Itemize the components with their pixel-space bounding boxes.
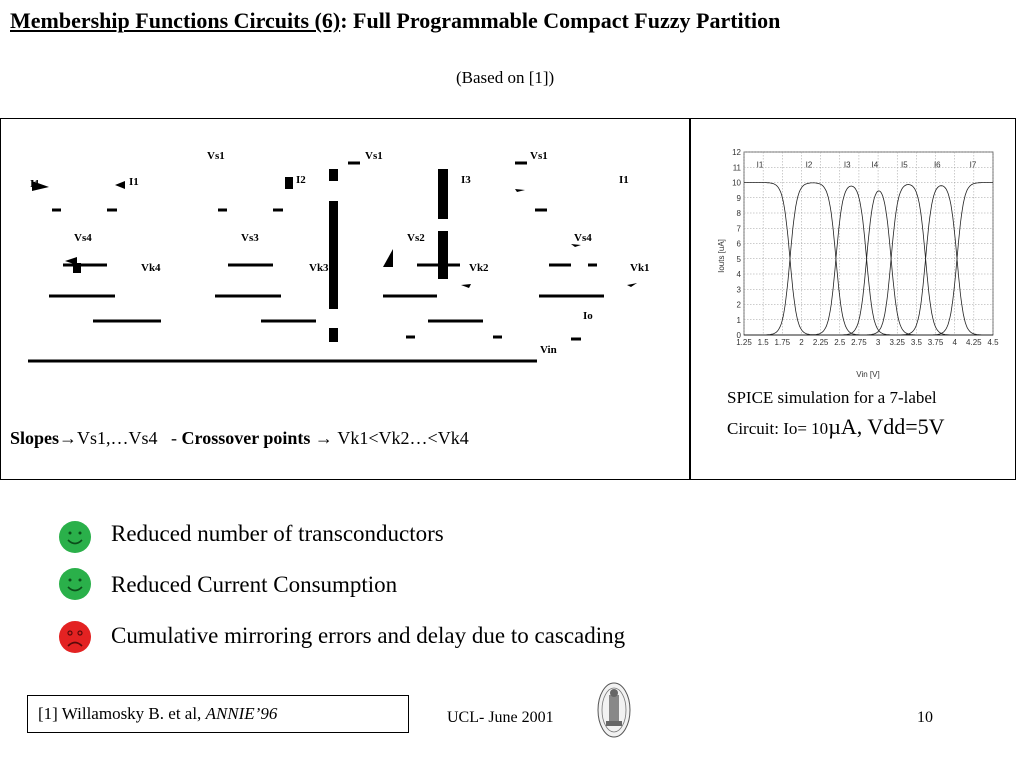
y-tick-label: 3 <box>737 285 742 294</box>
plot-ticks: 1.25 1.5 1.75 2 2.25 2.5 2.75 3 3.25 3.5 3.75 4 4.25… <box>732 148 999 347</box>
label-vs1-c: Vs1 <box>530 150 548 162</box>
label-i1-far: I1 <box>619 174 629 186</box>
y-tick-label: 4 <box>737 270 742 279</box>
title-underlined: Membership Functions Circuits (6) <box>10 8 341 33</box>
circuit-labels: Vs1 Vs1 Vs1 I1 I1 I2 I3 I1 Vs4 Vs3 Vs2 V… <box>30 150 650 356</box>
circuit-schematic: Vs1 Vs1 Vs1 I1 I1 I2 I3 I1 Vs4 Vs3 Vs2 V… <box>28 150 650 363</box>
circuit-wires <box>28 161 604 363</box>
y-tick-label: 12 <box>732 148 741 157</box>
x-tick-label: 3.75 <box>928 338 944 347</box>
label-vk4: Vk4 <box>141 262 161 274</box>
simulation-conditions: Circuit: Io= 10µA, Vdd=5V <box>727 414 945 440</box>
x-axis-label: Vin [V] <box>856 370 879 379</box>
series-label: I3 <box>844 160 851 169</box>
y-tick-label: 6 <box>737 240 742 249</box>
y-tick-label: 8 <box>737 209 742 218</box>
x-tick-label: 4.5 <box>987 338 999 347</box>
label-vs3: Vs3 <box>241 232 259 244</box>
label-vs1-a: Vs1 <box>207 150 225 162</box>
label-vk1: Vk1 <box>630 262 650 274</box>
y-tick-label: 7 <box>737 224 742 233</box>
x-tick-label: 2.5 <box>834 338 846 347</box>
slopes-label: Slopes <box>10 428 60 448</box>
label-i1-right: I1 <box>129 176 139 188</box>
x-tick-label: 3.5 <box>911 338 923 347</box>
x-tick-label: 1.25 <box>736 338 752 347</box>
label-i3: I3 <box>461 174 471 186</box>
circuit-blocks <box>32 169 637 342</box>
label-vs1-b: Vs1 <box>365 150 383 162</box>
figure-divider <box>689 118 691 480</box>
x-tick-label: 2.25 <box>813 338 829 347</box>
plot-curves <box>744 182 993 336</box>
footer-date: UCL- June 2001 <box>447 709 554 726</box>
label-vs2: Vs2 <box>407 232 425 244</box>
slopes-crossover-line: Slopes→Vs1,…Vs4 - Crossover points → Vk1… <box>10 428 469 449</box>
reference-venue: ANNIE’96 <box>205 704 278 723</box>
x-tick-label: 4.25 <box>966 338 982 347</box>
separator: - <box>171 428 178 448</box>
happy-face-icon <box>59 568 91 600</box>
x-tick-label: 2.75 <box>851 338 867 347</box>
series-label: I6 <box>934 160 941 169</box>
university-seal-icon <box>597 682 631 738</box>
label-i2: I2 <box>296 174 306 186</box>
y-tick-label: 10 <box>732 179 741 188</box>
y-tick-label: 9 <box>737 194 742 203</box>
figure-frame <box>0 118 1016 480</box>
label-vs4-b: Vs4 <box>574 232 592 244</box>
bullet-text-3: Cumulative mirroring errors and delay du… <box>111 623 626 648</box>
series-label: I7 <box>970 160 977 169</box>
page-number: 10 <box>917 709 933 726</box>
plot-series-labels: I1 I2 I3 I4 I5 I6 I7 <box>757 160 977 169</box>
conditions-suffix: µA, Vdd=5V <box>828 414 945 439</box>
label-vin: Vin <box>540 344 557 356</box>
series-label: I5 <box>901 160 908 169</box>
label-io: Io <box>583 310 593 322</box>
title-rest: : Full Programmable Compact Fuzzy Partit… <box>340 8 781 33</box>
slide-title: Membership Functions Circuits (6): Full … <box>10 8 780 34</box>
crossover-value: Vk1<Vk2…<Vk4 <box>337 428 469 448</box>
right-arrow-icon: → <box>59 428 78 448</box>
sad-face-icon <box>59 621 91 653</box>
series-label: I1 <box>757 160 764 169</box>
reference-text: [1] Willamosky B. et al, ANNIE’96 <box>38 704 277 724</box>
x-tick-label: 4 <box>952 338 957 347</box>
reference-box <box>27 695 409 733</box>
reference-prefix: [1] Willamosky B. et al, <box>38 704 206 723</box>
x-tick-label: 3 <box>876 338 881 347</box>
happy-face-icon <box>59 521 91 553</box>
series-label: I2 <box>806 160 813 169</box>
y-tick-label: 0 <box>737 331 742 340</box>
label-vs4-a: Vs4 <box>74 232 92 244</box>
x-tick-label: 3.25 <box>889 338 905 347</box>
crossover-label: Crossover points <box>181 428 311 448</box>
y-tick-label: 11 <box>733 163 742 172</box>
label-vk2: Vk2 <box>469 262 489 274</box>
x-tick-label: 1.75 <box>775 338 791 347</box>
bullet-text-2: Reduced Current Consumption <box>111 572 398 597</box>
spice-plot: 1.25 1.5 1.75 2 2.25 2.5 2.75 3 3.25 3.5 3.75 4 4.25… <box>717 148 999 379</box>
series-label: I4 <box>872 160 879 169</box>
right-arrow-icon: → <box>314 428 333 448</box>
slopes-value: Vs1,…Vs4 <box>77 428 158 448</box>
x-tick-label: 1.5 <box>758 338 770 347</box>
bullet-text-1: Reduced number of transconductors <box>111 521 444 546</box>
x-tick-label: 2 <box>799 338 804 347</box>
y-tick-label: 1 <box>737 316 742 325</box>
y-tick-label: 2 <box>737 301 742 310</box>
y-tick-label: 5 <box>737 255 742 264</box>
y-axis-label: Iouts [uA] <box>717 239 726 273</box>
simulation-caption: SPICE simulation for a 7-label <box>727 388 937 407</box>
label-i1-left: I1 <box>30 178 40 190</box>
slide-subtitle: (Based on [1]) <box>456 68 555 87</box>
series-curve-i7 <box>744 182 993 336</box>
label-vk3: Vk3 <box>309 262 329 274</box>
conditions-prefix: Circuit: Io= 10 <box>727 419 829 438</box>
